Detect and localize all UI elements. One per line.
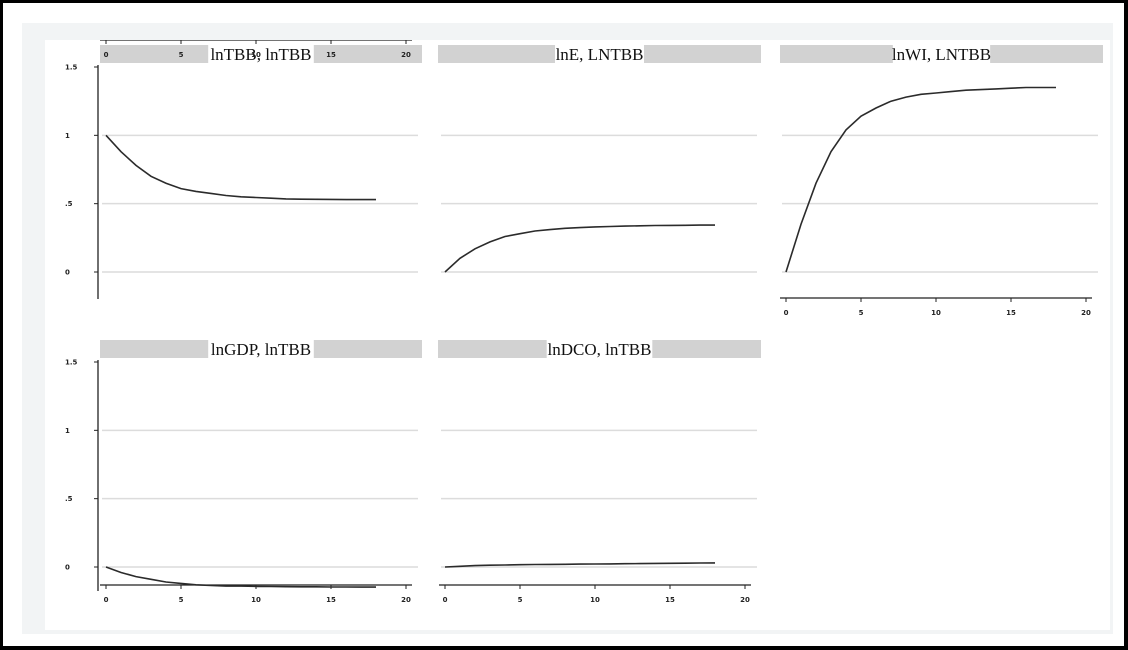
x-tick-label: 15	[665, 596, 675, 604]
panel-3: lnWI, LNTBB 0 5 10 15 20	[780, 45, 1103, 317]
panel-1: lnTBB, lnTBB 0 .5 1 1.5 0 5 10 15 20	[65, 40, 422, 299]
panel-5: lnDCO, lnTBB 0 5 10 15 20	[438, 340, 761, 604]
x-tick-label: 5	[859, 309, 864, 317]
x-tick-label: 0	[443, 596, 448, 604]
panel-title: lnWI, LNTBB	[892, 45, 991, 64]
panel-title: lnTBB, lnTBB	[210, 45, 311, 64]
panel-title: lnDCO, lnTBB	[548, 340, 652, 359]
panel-title-bg	[546, 340, 653, 358]
x-tick-label: 15	[1006, 309, 1016, 317]
x-tick-label: 10	[251, 51, 261, 59]
response-line	[105, 134, 376, 201]
x-tick-label: 5	[518, 596, 523, 604]
panel-title-bg	[892, 45, 991, 63]
x-tick-label: 0	[784, 309, 789, 317]
response-line	[785, 86, 1056, 273]
y-tick-label: 1.5	[65, 64, 78, 72]
y-tick-label: 1	[65, 132, 70, 140]
x-tick-label: 10	[251, 596, 261, 604]
x-tick-label: 5	[179, 596, 184, 604]
x-tick-label: 15	[326, 596, 336, 604]
x-tick-label: 0	[104, 51, 109, 59]
x-tick-label: 20	[401, 596, 411, 604]
x-tick-label: 20	[740, 596, 750, 604]
y-tick-label: .5	[65, 200, 73, 208]
y-tick-label: 0	[65, 269, 70, 277]
y-tick-label: .5	[65, 495, 73, 503]
panel-4: lnGDP, lnTBB 0 .5 1 1.5 0 5 10 15 20	[65, 340, 422, 604]
graph-region: lnTBB, lnTBB 0.5 1 1.5 0 5 10 15 20 lnE, LNTBB lnW…	[45, 40, 1110, 630]
panel-title-bg	[208, 340, 314, 358]
response-line	[444, 562, 716, 568]
x-tick-label: 20	[1081, 309, 1091, 317]
x-tick-label: 15	[326, 51, 336, 59]
panel-title-bg	[208, 45, 314, 63]
y-tick-label: 0	[65, 564, 70, 572]
x-tick-label: 10	[931, 309, 941, 317]
panel-title: lnGDP, lnTBB	[211, 340, 311, 359]
response-line	[444, 224, 715, 273]
response-line	[105, 566, 376, 588]
x-tick-label: 0	[104, 596, 109, 604]
panel-2: lnE, LNTBB	[438, 45, 761, 273]
x-tick-label: 10	[590, 596, 600, 604]
y-tick-label: 1	[65, 427, 70, 435]
panel-title: lnE, LNTBB	[556, 45, 644, 64]
panel-title-bg	[555, 45, 644, 63]
x-tick-label: 20	[401, 51, 411, 59]
y-tick-label: 1.5	[65, 359, 78, 367]
x-tick-label: 5	[179, 51, 184, 59]
